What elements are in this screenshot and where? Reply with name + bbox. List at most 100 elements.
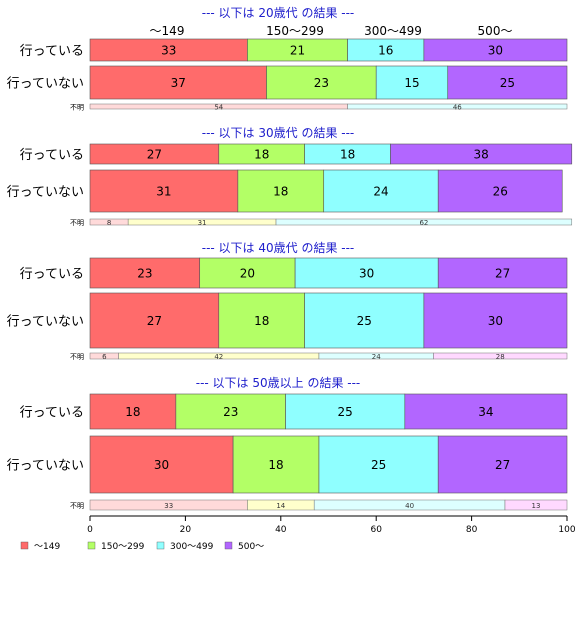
- data-label: 30: [359, 267, 374, 281]
- legend-label: 300〜499: [170, 542, 214, 552]
- row-label: 行っている: [20, 406, 84, 421]
- bar-segment: [437, 257, 568, 289]
- data-label: 25: [357, 314, 372, 328]
- bar-segment: [285, 393, 406, 430]
- data-label: 31: [156, 185, 171, 199]
- data-label: 27: [495, 267, 510, 281]
- bar-segment: [437, 169, 563, 213]
- column-header-label: 〜149: [150, 24, 185, 38]
- group-title: --- 以下は 20歳代 の結果 ---: [202, 6, 355, 20]
- group-title: --- 以下は 40歳代 の結果 ---: [202, 241, 355, 255]
- bar-segment: [218, 292, 305, 349]
- bar-segment: [89, 65, 267, 100]
- x-tick-label: 100: [558, 525, 575, 535]
- bar-segment: [232, 435, 320, 494]
- x-tick-label: 40: [275, 525, 287, 535]
- bar-segment: [237, 169, 325, 213]
- unknown-data-label: 62: [419, 219, 428, 227]
- data-label: 18: [254, 314, 269, 328]
- unknown-data-label: 6: [102, 353, 107, 361]
- bar-segment: [437, 435, 568, 494]
- unknown-data-label: 8: [107, 219, 111, 227]
- x-tick-label: 60: [370, 525, 382, 535]
- row-label: 行っている: [20, 44, 84, 59]
- data-label: 27: [147, 314, 162, 328]
- bar-segment: [304, 292, 425, 349]
- data-label: 27: [147, 148, 162, 162]
- column-header-label: 150〜299: [266, 24, 324, 38]
- data-label: 16: [378, 44, 393, 58]
- unknown-row-label: 不明: [70, 219, 84, 227]
- unknown-data-label: 42: [214, 353, 223, 361]
- row-label: 行っていない: [7, 185, 84, 200]
- bar-segment: [199, 257, 296, 289]
- data-label: 21: [290, 44, 305, 58]
- group-title: --- 以下は 50歳以上 の結果 ---: [196, 376, 361, 390]
- bar-segment: [266, 65, 377, 100]
- bar-segment: [323, 169, 439, 213]
- unknown-row-label: 不明: [70, 502, 84, 510]
- row-label: 行っている: [20, 148, 84, 163]
- data-label: 18: [125, 405, 140, 419]
- data-label: 33: [161, 44, 176, 58]
- column-header-label: 300〜499: [364, 24, 422, 38]
- data-label: 23: [223, 405, 238, 419]
- unknown-segment: [347, 103, 568, 110]
- row-label: 行っていない: [7, 315, 84, 330]
- data-label: 18: [273, 185, 288, 199]
- legend-swatch: [156, 541, 165, 550]
- data-label: 30: [488, 314, 503, 328]
- data-label: 20: [240, 267, 255, 281]
- legend-swatch: [224, 541, 233, 550]
- data-label: 25: [338, 405, 353, 419]
- bar-segment: [375, 65, 449, 100]
- x-tick-label: 0: [87, 525, 93, 535]
- row-label: 行っていない: [7, 459, 84, 474]
- bar-segment: [89, 257, 201, 289]
- unknown-data-label: 40: [405, 502, 414, 510]
- unknown-data-label: 28: [496, 353, 505, 361]
- unknown-data-label: 54: [214, 104, 223, 112]
- data-label: 30: [488, 44, 503, 58]
- unknown-segment: [275, 218, 573, 226]
- legend-label: 〜149: [34, 542, 60, 552]
- unknown-data-label: 24: [372, 353, 381, 361]
- bar-segment: [423, 38, 568, 62]
- data-label: 34: [478, 405, 493, 419]
- x-tick-label: 20: [180, 525, 192, 535]
- data-label: 18: [340, 148, 355, 162]
- unknown-row-label: 不明: [70, 104, 84, 112]
- data-label: 25: [371, 458, 386, 472]
- unknown-data-label: 31: [198, 219, 207, 227]
- data-label: 27: [495, 458, 510, 472]
- data-label: 15: [404, 76, 419, 90]
- column-header-label: 500〜: [478, 24, 513, 38]
- legend-swatch: [87, 541, 96, 550]
- bar-segment: [404, 393, 568, 430]
- bar-segment: [390, 143, 573, 165]
- data-label: 26: [493, 185, 508, 199]
- data-label: 23: [137, 267, 152, 281]
- unknown-data-label: 13: [532, 502, 541, 510]
- data-label: 37: [171, 76, 186, 90]
- row-label: 行っていない: [7, 77, 84, 92]
- unknown-segment: [504, 499, 568, 511]
- data-label: 24: [373, 185, 388, 199]
- data-label: 18: [268, 458, 283, 472]
- data-label: 23: [314, 76, 329, 90]
- legend-label: 150〜299: [101, 542, 145, 552]
- bar-segment: [423, 292, 568, 349]
- unknown-data-label: 46: [453, 104, 462, 112]
- x-tick-label: 80: [466, 525, 478, 535]
- data-label: 38: [473, 148, 488, 162]
- row-label: 行っている: [20, 267, 84, 282]
- bar-segment: [294, 257, 439, 289]
- data-label: 25: [500, 76, 515, 90]
- bar-segment: [89, 292, 220, 349]
- group-title: --- 以下は 30歳代 の結果 ---: [202, 126, 355, 140]
- unknown-data-label: 33: [164, 502, 173, 510]
- data-label: 18: [254, 148, 269, 162]
- bar-segment: [447, 65, 568, 100]
